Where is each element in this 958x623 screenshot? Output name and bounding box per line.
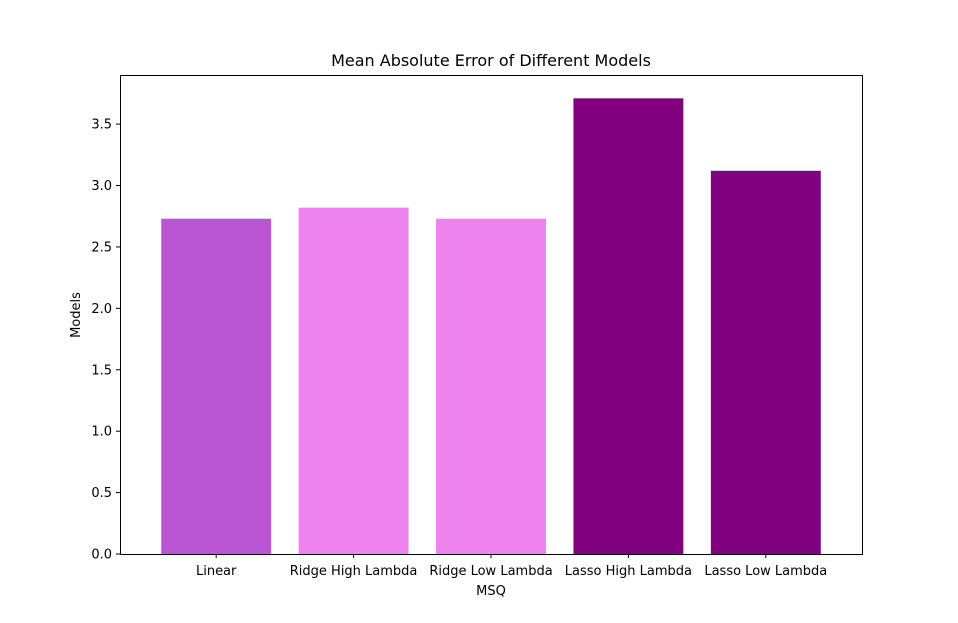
bar-lasso-low-lambda xyxy=(710,170,821,555)
y-axis-label: Models xyxy=(69,292,84,338)
y-tick-label: 0.5 xyxy=(91,486,112,501)
bar-ridge-high-lambda xyxy=(298,207,409,554)
plot-frame xyxy=(120,75,863,555)
chart-title: Mean Absolute Error of Different Models xyxy=(331,51,651,70)
y-tick-label: 2.0 xyxy=(91,302,112,317)
x-tick-label: Ridge High Lambda xyxy=(290,564,418,579)
x-tick-label: Linear xyxy=(196,564,237,579)
y-tick-label: 0.0 xyxy=(91,548,112,563)
y-tick-label: 2.5 xyxy=(91,240,112,255)
y-tick-label: 1.0 xyxy=(91,425,112,440)
y-axis-ticks: 0.0 0.5 1.0 1.5 2.0 2.5 3.0 3.5 xyxy=(91,118,120,563)
bar-lasso-high-lambda xyxy=(573,98,684,554)
x-tick-label: Lasso High Lambda xyxy=(565,564,692,579)
x-tick-label: Lasso Low Lambda xyxy=(704,564,827,579)
bar-ridge-low-lambda xyxy=(436,218,546,554)
y-tick-label: 1.5 xyxy=(91,363,112,378)
y-tick-label: 3.5 xyxy=(91,118,112,133)
y-tick-label: 3.0 xyxy=(91,179,112,194)
x-tick-label: Ridge Low Lambda xyxy=(429,564,552,579)
bar-linear xyxy=(161,218,272,554)
x-axis-ticks: Linear Ridge High Lambda Ridge Low Lambda L… xyxy=(196,554,827,579)
x-axis-label: MSQ xyxy=(476,584,506,599)
bars-group xyxy=(161,98,821,555)
